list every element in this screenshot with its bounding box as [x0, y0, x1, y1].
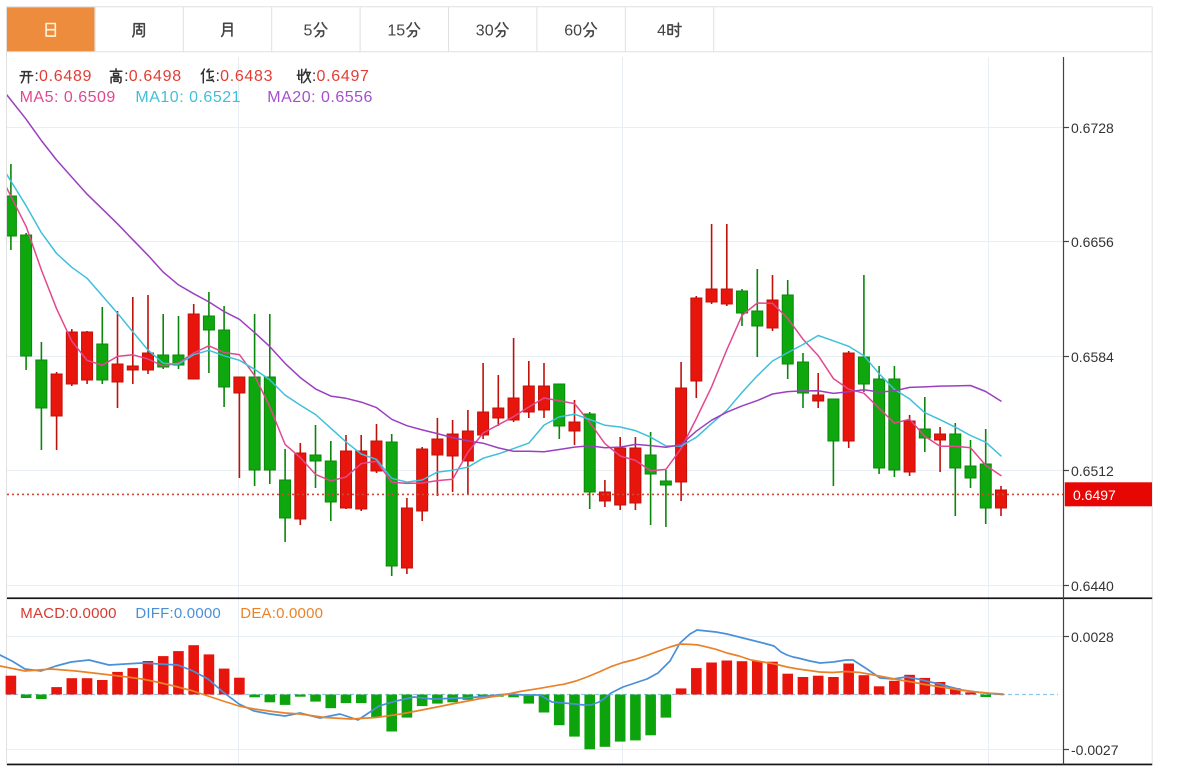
svg-text:0.6497: 0.6497	[317, 68, 370, 85]
svg-text::: :	[34, 68, 38, 85]
svg-text:0.6489: 0.6489	[39, 68, 92, 85]
svg-text:60: 60	[564, 22, 582, 39]
svg-text::: :	[312, 68, 316, 85]
svg-text:0.0028: 0.0028	[1071, 629, 1114, 645]
svg-text:0.6440: 0.6440	[1071, 578, 1114, 594]
svg-text:5: 5	[304, 22, 313, 39]
svg-text:MACD:0.0000: MACD:0.0000	[20, 605, 116, 622]
svg-text:0.6498: 0.6498	[129, 68, 182, 85]
svg-text:DIFF:0.0000: DIFF:0.0000	[135, 605, 221, 622]
svg-text:0.6584: 0.6584	[1071, 349, 1114, 365]
svg-text:MA10: 0.6521: MA10: 0.6521	[135, 89, 241, 106]
svg-text:DEA:0.0000: DEA:0.0000	[240, 605, 323, 622]
svg-text:15: 15	[387, 22, 405, 39]
svg-text:0.6656: 0.6656	[1071, 234, 1114, 250]
svg-text:0.6483: 0.6483	[220, 68, 273, 85]
svg-text:-0.0027: -0.0027	[1071, 742, 1119, 758]
svg-text:4: 4	[657, 22, 666, 39]
svg-text:30: 30	[476, 22, 494, 39]
svg-text:0.6497: 0.6497	[1073, 487, 1116, 503]
svg-text:MA20: 0.6556: MA20: 0.6556	[267, 89, 373, 106]
svg-text::: :	[124, 68, 128, 85]
svg-text:0.6728: 0.6728	[1071, 120, 1114, 136]
svg-text:0.6512: 0.6512	[1071, 463, 1114, 479]
svg-text:MA5: 0.6509: MA5: 0.6509	[20, 89, 116, 106]
svg-text::: :	[216, 68, 220, 85]
